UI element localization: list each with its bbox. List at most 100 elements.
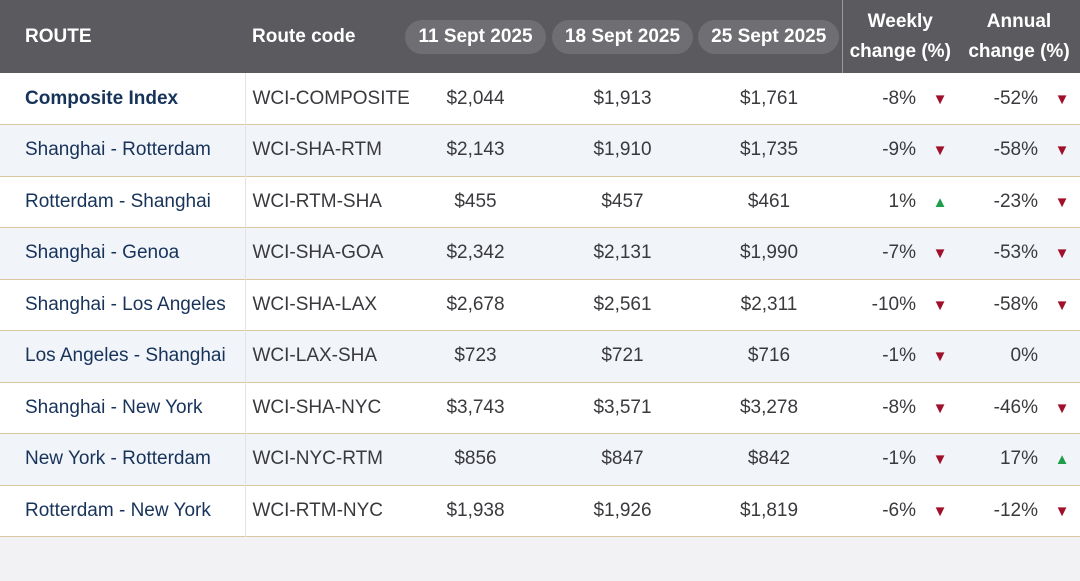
triangle-down-icon: ▼ bbox=[1054, 90, 1070, 108]
route-cell: Rotterdam - Shanghai bbox=[25, 190, 211, 212]
rate-cell-date-3: $1,735 bbox=[739, 139, 799, 161]
table-row: Shanghai - Rotterdam WCI-SHA-RTM $2,143 $1,… bbox=[0, 124, 1080, 177]
weekly-change-value: -7% bbox=[882, 242, 916, 264]
table-row: Shanghai - Los Angeles WCI-SHA-LAX $2,678 $… bbox=[0, 279, 1080, 331]
rate-cell-date-1: $723 bbox=[454, 345, 497, 367]
header-route: ROUTE bbox=[25, 25, 92, 47]
triangle-down-icon: ▼ bbox=[932, 142, 948, 160]
rate-cell-date-1: $2,143 bbox=[446, 139, 505, 161]
header-annual-line1: Annual bbox=[986, 10, 1052, 32]
rate-cell-date-3: $1,990 bbox=[739, 242, 799, 264]
route-cell: Rotterdam - New York bbox=[25, 499, 211, 521]
annual-change-value: -23% bbox=[993, 190, 1038, 212]
annual-change-value: -12% bbox=[993, 499, 1038, 521]
table-row: Rotterdam - Shanghai WCI-RTM-SHA $455 $457 $… bbox=[0, 176, 1080, 228]
route-cell: Shanghai - New York bbox=[25, 396, 203, 418]
rate-cell-date-3: $2,311 bbox=[740, 293, 798, 315]
route-code-cell: WCI-NYC-RTM bbox=[244, 433, 402, 485]
weekly-change-value: -1% bbox=[882, 448, 916, 470]
annual-change-value: -46% bbox=[993, 396, 1038, 418]
annual-change-cell: 0%▼ bbox=[958, 331, 1080, 383]
route-code-cell: WCI-COMPOSITE bbox=[244, 73, 410, 125]
rate-cell-date-3: $716 bbox=[747, 345, 791, 367]
weekly-change-value: -1% bbox=[882, 345, 916, 367]
weekly-change-cell: -1% ▼ bbox=[842, 331, 958, 383]
table-row: Rotterdam - New York WCI-RTM-NYC $1,938 $1,… bbox=[0, 485, 1080, 537]
triangle-down-icon: ▼ bbox=[932, 502, 948, 520]
annual-change-cell: -46% ▼ bbox=[958, 382, 1080, 434]
rate-cell-date-1: $856 bbox=[454, 448, 497, 470]
table-row: New York - Rotterdam WCI-NYC-RTM $856 $847 $… bbox=[0, 433, 1080, 485]
weekly-change-value: -6% bbox=[882, 499, 916, 521]
triangle-down-icon: ▼ bbox=[1054, 296, 1070, 314]
annual-change-cell: -58% ▼ bbox=[958, 279, 1080, 331]
header-annual-line2: change (%) bbox=[968, 40, 1070, 62]
header-weekly-change: Weekly change (%) bbox=[841, 0, 958, 73]
header-date-3-pill: 25 Sept 2025 bbox=[698, 19, 840, 54]
header-date-1: 11 Sept 2025 bbox=[402, 0, 549, 73]
triangle-down-icon: ▼ bbox=[932, 348, 948, 366]
weekly-change-cell: -7% ▼ bbox=[842, 228, 958, 280]
route-code-cell: WCI-LAX-SHA bbox=[244, 330, 402, 382]
rate-cell-date-3: $3,278 bbox=[739, 396, 799, 418]
triangle-down-icon: ▼ bbox=[1054, 245, 1070, 263]
weekly-change-value: -8% bbox=[882, 87, 916, 109]
triangle-down-icon: ▼ bbox=[932, 451, 948, 469]
triangle-down-icon: ▼ bbox=[932, 296, 948, 314]
table-row: Shanghai - Genoa WCI-SHA-GOA $2,342 $2,131 $… bbox=[0, 227, 1080, 280]
rate-cell-date-2: $1,913 bbox=[593, 87, 652, 109]
rate-cell-date-3: $1,761 bbox=[739, 87, 799, 109]
rate-cell-date-2: $1,926 bbox=[593, 499, 652, 521]
weekly-change-value: -10% bbox=[871, 293, 916, 315]
rate-cell-date-3: $1,819 bbox=[739, 499, 799, 521]
header-date-1-pill: 11 Sept 2025 bbox=[405, 19, 546, 54]
annual-change-value: 0% bbox=[1010, 345, 1038, 367]
rate-cell-date-2: $2,561 bbox=[593, 293, 652, 315]
header-date-2: 18 Sept 2025 bbox=[549, 0, 696, 73]
rate-cell-date-2: $1,910 bbox=[593, 139, 652, 161]
triangle-down-icon: ▼ bbox=[932, 399, 948, 417]
annual-change-cell: -58% ▼ bbox=[958, 125, 1080, 177]
triangle-up-icon: ▲ bbox=[932, 193, 948, 211]
header-row: ROUTE Route code 11 Sept 2025 18 Sept 20… bbox=[0, 0, 1080, 73]
rate-cell-date-1: $2,044 bbox=[446, 87, 505, 109]
route-cell: Shanghai - Rotterdam bbox=[25, 139, 211, 161]
triangle-down-icon: ▼ bbox=[1054, 142, 1070, 160]
header-date-2-pill: 18 Sept 2025 bbox=[551, 19, 694, 54]
route-code-cell: WCI-SHA-GOA bbox=[244, 227, 402, 279]
route-code-cell: WCI-RTM-SHA bbox=[244, 176, 402, 228]
weekly-change-cell: 1% ▲ bbox=[842, 176, 958, 228]
header-route-code: Route code bbox=[252, 25, 356, 47]
rate-cell-date-2: $721 bbox=[601, 345, 644, 367]
annual-change-value: -58% bbox=[993, 139, 1038, 161]
route-code-cell: WCI-SHA-NYC bbox=[244, 382, 402, 434]
weekly-change-cell: -10% ▼ bbox=[842, 279, 958, 331]
rate-cell-date-1: $2,342 bbox=[446, 242, 505, 264]
weekly-change-cell: -6% ▼ bbox=[842, 485, 958, 537]
rate-cell-date-1: $3,743 bbox=[446, 396, 505, 418]
triangle-down-icon: ▼ bbox=[1054, 399, 1070, 417]
wci-rates-table: ROUTE Route code 11 Sept 2025 18 Sept 20… bbox=[0, 0, 1080, 537]
rate-cell-date-1: $2,678 bbox=[446, 293, 505, 315]
triangle-down-icon: ▼ bbox=[1054, 193, 1070, 211]
annual-change-cell: -12% ▼ bbox=[958, 485, 1080, 537]
annual-change-cell: -53% ▼ bbox=[958, 228, 1080, 280]
route-cell: Los Angeles - Shanghai bbox=[25, 345, 226, 367]
weekly-change-value: -8% bbox=[882, 396, 916, 418]
weekly-change-value: -9% bbox=[882, 139, 916, 161]
route-cell: Shanghai - Los Angeles bbox=[25, 293, 226, 315]
weekly-change-cell: -9% ▼ bbox=[842, 125, 958, 177]
annual-change-cell: -52% ▼ bbox=[958, 73, 1080, 125]
header-annual-change: Annual change (%) bbox=[958, 0, 1080, 73]
weekly-change-cell: -8% ▼ bbox=[842, 382, 958, 434]
header-weekly-line1: Weekly bbox=[867, 10, 933, 32]
rate-cell-date-1: $455 bbox=[454, 190, 497, 212]
triangle-down-icon: ▼ bbox=[932, 245, 948, 263]
weekly-change-value: 1% bbox=[888, 190, 916, 212]
table-row: Composite Index WCI-COMPOSITE $2,044 $1,913… bbox=[0, 73, 1080, 125]
annual-change-value: 17% bbox=[999, 448, 1038, 470]
table-row: Shanghai - New York WCI-SHA-NYC $3,743 $3,5… bbox=[0, 382, 1080, 434]
annual-change-value: -52% bbox=[993, 87, 1038, 109]
header-weekly-line2: change (%) bbox=[849, 40, 951, 62]
route-cell: Composite Index bbox=[25, 87, 179, 109]
